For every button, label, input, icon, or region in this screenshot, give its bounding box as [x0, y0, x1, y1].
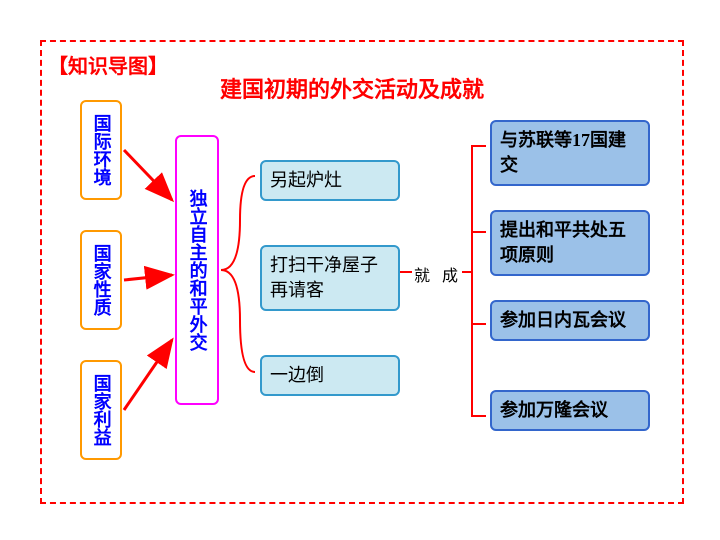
input-node-1: 国家性质 — [80, 230, 122, 330]
bridge-label: 就 成 — [414, 262, 462, 286]
method-node-1: 打扫干净屋子再请客 — [260, 245, 400, 311]
outcome-node-2: 参加日内瓦会议 — [490, 300, 650, 341]
outcome-node-0: 与苏联等17国建交 — [490, 120, 650, 186]
canvas: 【知识导图】 建国初期的外交活动及成就 国际环境 国家性质 国家利益 独立自主的… — [0, 0, 720, 540]
input-node-2: 国家利益 — [80, 360, 122, 460]
header-label: 【知识导图】 — [48, 50, 168, 79]
method-node-0: 另起炉灶 — [260, 160, 400, 201]
method-node-2: 一边倒 — [260, 355, 400, 396]
diagram-title: 建国初期的外交活动及成就 — [220, 72, 484, 104]
outcome-node-3: 参加万隆会议 — [490, 390, 650, 431]
outcome-node-1: 提出和平共处五项原则 — [490, 210, 650, 276]
input-node-0: 国际环境 — [80, 100, 122, 200]
policy-node: 独立自主的和平外交 — [175, 135, 219, 405]
